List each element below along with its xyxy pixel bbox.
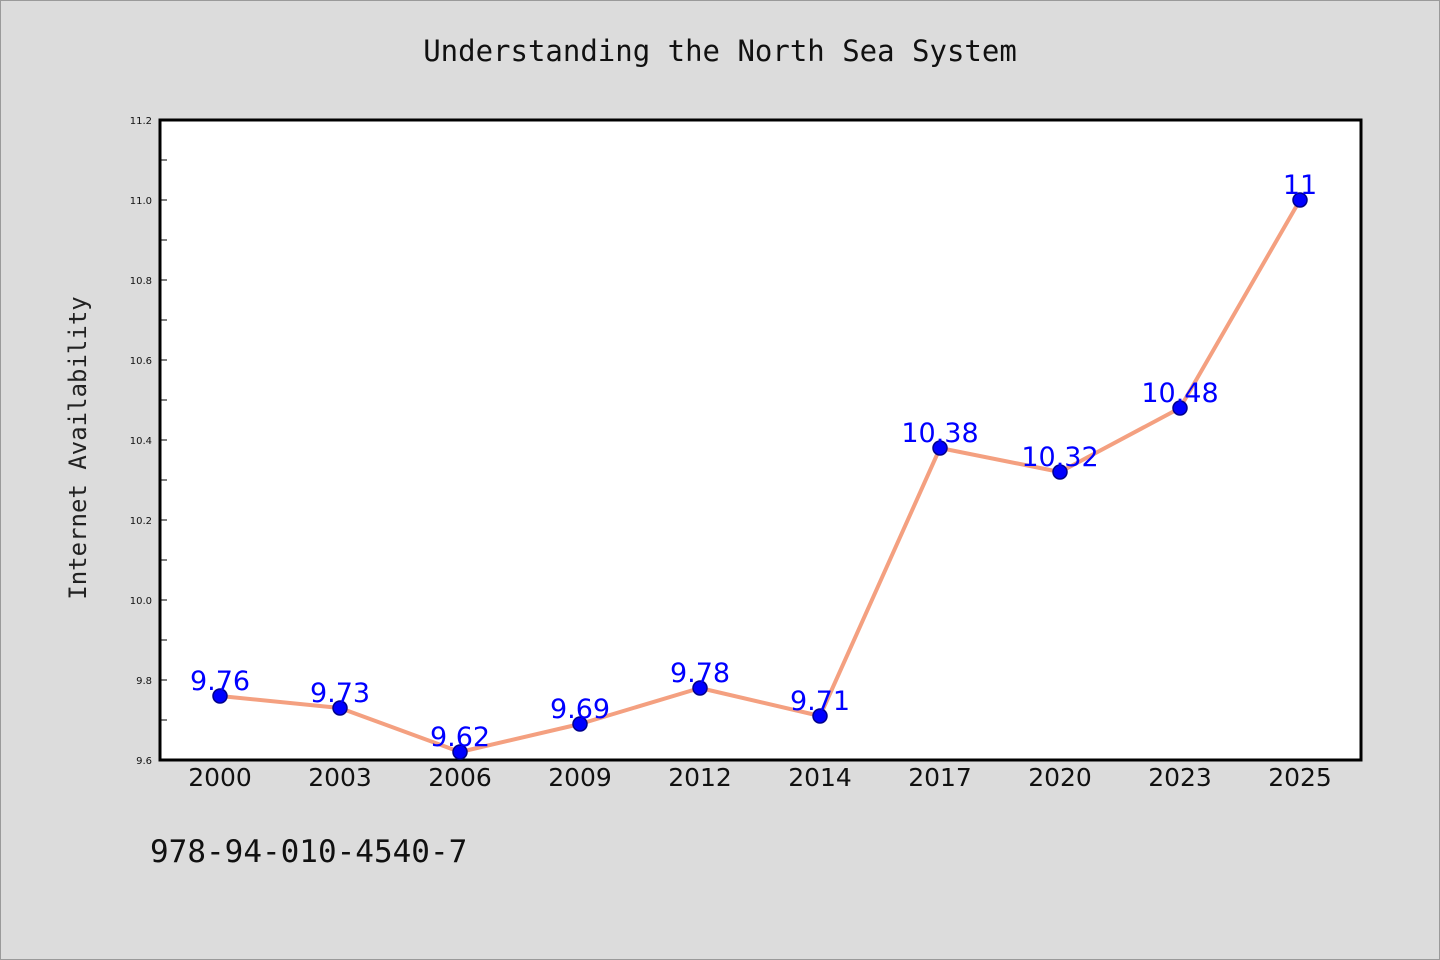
x-tick-label: 2017 <box>908 763 972 792</box>
data-point <box>332 700 348 716</box>
x-tick-label: 2020 <box>1028 763 1092 792</box>
y-tick-label: 11.0 <box>130 196 152 207</box>
y-axis: 9.6 9.8 10.0 10.2 10.4 10.6 10.8 11.0 11.2 <box>130 116 167 767</box>
data-label: 10.48 <box>1141 378 1218 409</box>
y-axis-label: Internet Availability <box>64 296 92 599</box>
y-tick-label: 10.6 <box>130 356 152 367</box>
data-label: 11 <box>1283 170 1317 201</box>
y-tick-label: 9.8 <box>136 676 152 687</box>
x-tick-label: 2025 <box>1268 763 1332 792</box>
data-point <box>932 440 948 456</box>
data-label: 9.78 <box>670 658 730 689</box>
data-points <box>212 192 1308 760</box>
data-label: 9.73 <box>310 678 370 709</box>
data-point <box>212 688 228 704</box>
plot-area <box>158 118 1363 762</box>
data-label: 10.38 <box>901 418 978 449</box>
x-tick-label: 2023 <box>1148 763 1212 792</box>
x-axis: 2000 2003 2006 2009 2012 2014 2017 2020 2023 2025 <box>188 763 1332 792</box>
x-tick-label: 2006 <box>428 763 492 792</box>
y-tick-label: 10.2 <box>130 516 152 527</box>
data-label: 10.32 <box>1021 442 1098 473</box>
x-tick-label: 2014 <box>788 763 852 792</box>
data-point <box>1292 192 1308 208</box>
y-tick-label: 11.2 <box>130 116 152 127</box>
x-tick-label: 2012 <box>668 763 732 792</box>
data-point <box>812 708 828 724</box>
data-point <box>692 680 708 696</box>
data-point <box>1172 400 1188 416</box>
x-tick-label: 2003 <box>308 763 372 792</box>
isbn-code: 978-94-010-4540-7 <box>150 834 468 870</box>
data-point <box>572 716 588 732</box>
x-tick-label: 2000 <box>188 763 252 792</box>
data-point <box>452 744 468 760</box>
y-tick-label: 9.6 <box>136 756 152 767</box>
y-tick-label: 10.0 <box>130 596 152 607</box>
y-tick-label: 10.4 <box>130 436 152 447</box>
series-line <box>219 199 1302 754</box>
data-point <box>1052 464 1068 480</box>
data-label: 9.71 <box>790 686 850 717</box>
y-tick-label: 10.8 <box>130 276 152 287</box>
data-labels: 9.76 9.73 9.62 9.69 9.78 9.71 10.38 10.32 10.48 1… <box>190 170 1317 753</box>
chart-title: Understanding the North Sea System <box>423 34 1017 68</box>
data-label: 9.76 <box>190 666 250 697</box>
data-label: 9.62 <box>430 722 490 753</box>
data-label: 9.69 <box>550 694 610 725</box>
x-tick-label: 2009 <box>548 763 612 792</box>
